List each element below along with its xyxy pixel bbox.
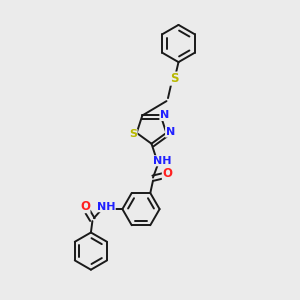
Text: NH: NH xyxy=(153,156,171,166)
Text: S: S xyxy=(170,72,178,85)
Text: N: N xyxy=(160,110,169,121)
Text: N: N xyxy=(166,127,175,137)
Text: O: O xyxy=(162,167,172,180)
Text: O: O xyxy=(80,200,90,213)
Text: NH: NH xyxy=(97,202,115,212)
Text: S: S xyxy=(129,129,137,140)
